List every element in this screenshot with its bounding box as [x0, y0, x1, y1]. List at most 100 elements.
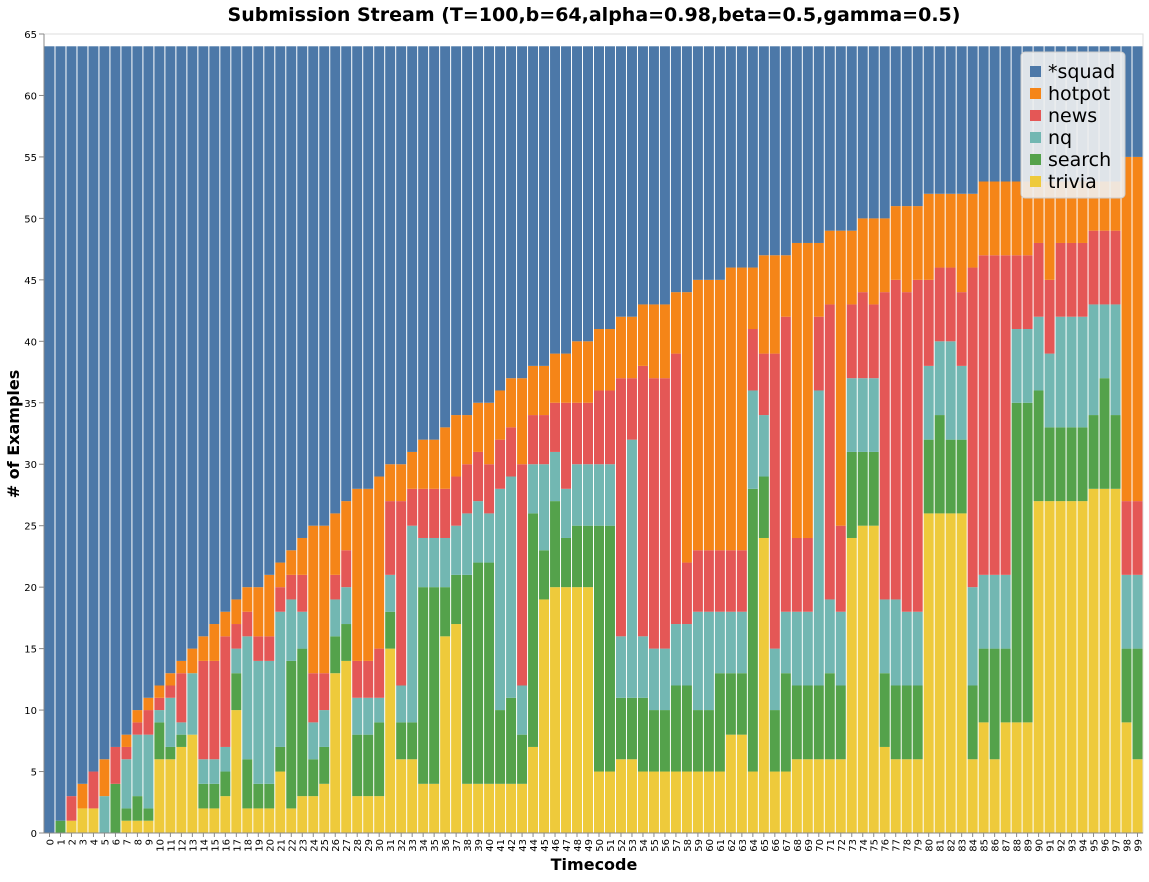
x-tick-label: 64	[749, 839, 760, 852]
bar-segment	[407, 451, 418, 489]
x-tick-label: 56	[661, 839, 672, 852]
x-tick-label: 38	[463, 839, 474, 852]
bar-segment	[176, 660, 187, 674]
bar-segment	[242, 759, 253, 809]
x-tick-label: 12	[177, 839, 188, 852]
bar-segment	[440, 488, 451, 538]
bar-segment	[187, 673, 198, 735]
y-tick-label: 65	[24, 30, 37, 41]
bar-segment	[692, 46, 703, 280]
bar-segment	[341, 587, 352, 625]
x-tick-label: 22	[287, 839, 298, 852]
bar-segment	[615, 759, 626, 833]
bar-segment	[1077, 316, 1088, 428]
bar-segment	[363, 488, 374, 661]
bar-segment	[857, 378, 868, 452]
bar-segment	[429, 46, 440, 440]
bar-segment	[363, 660, 374, 698]
bar-segment	[275, 46, 286, 563]
bar-segment	[429, 488, 440, 538]
bar-segment	[648, 710, 659, 772]
bar-segment	[550, 402, 561, 452]
bar-segment	[857, 525, 868, 833]
bar-segment	[264, 46, 275, 575]
bar-segment	[978, 46, 989, 182]
x-tick-label: 4	[89, 839, 100, 845]
bar-segment	[824, 599, 835, 674]
y-tick-label: 60	[24, 91, 37, 102]
bar-segment	[934, 341, 945, 416]
bar-segment	[330, 636, 341, 674]
bar-segment	[66, 820, 77, 833]
bar-segment	[352, 488, 363, 661]
bar-segment	[165, 746, 176, 760]
bar-segment	[451, 415, 462, 477]
bar-segment	[714, 550, 725, 612]
bar-segment	[1099, 304, 1110, 379]
bar-segment	[879, 46, 890, 219]
bar-segment	[1077, 242, 1088, 317]
bar-segment	[132, 710, 143, 723]
bar-segment	[648, 378, 659, 649]
bar-segment	[967, 46, 978, 194]
bar-segment	[418, 439, 429, 489]
bar-segment	[517, 685, 528, 735]
bar-segment	[725, 267, 736, 551]
bar-segment	[242, 46, 253, 588]
bar-segment	[791, 611, 802, 686]
bar-segment	[824, 230, 835, 305]
bar-segment	[868, 451, 879, 526]
bar-segment	[154, 710, 165, 723]
bar-segment	[703, 550, 714, 612]
bar-segment	[143, 734, 154, 809]
x-tick-label: 16	[221, 839, 232, 852]
bar-segment	[286, 574, 297, 600]
bar-segment	[681, 624, 692, 686]
bar-segment	[539, 46, 550, 366]
bar-segment	[989, 181, 1000, 256]
bar-segment	[978, 648, 989, 723]
bar-segment	[352, 660, 363, 698]
bar-segment	[1044, 427, 1055, 502]
bar-segment	[561, 537, 572, 588]
bar-segment	[418, 488, 429, 538]
bar-segment	[758, 255, 769, 354]
bar-segment	[1099, 230, 1110, 305]
bar-segment	[451, 525, 462, 575]
bar-segment	[484, 46, 495, 403]
bar-segment	[923, 439, 934, 514]
bar-segment	[264, 660, 275, 784]
x-tick-label: 43	[518, 839, 529, 852]
bar-segment	[418, 587, 429, 784]
bar-segment	[550, 501, 561, 588]
bar-segment	[154, 759, 165, 833]
bar-segment	[264, 574, 275, 637]
bar-segment	[572, 587, 583, 833]
bar-segment	[176, 746, 187, 833]
x-tick-label: 26	[331, 839, 342, 852]
bar-segment	[670, 292, 681, 354]
x-tick-label: 48	[573, 839, 584, 852]
bar-segment	[561, 402, 572, 489]
bar-segment	[286, 599, 297, 661]
bar-segment	[473, 562, 484, 784]
bar-segment	[374, 796, 385, 833]
y-tick-label: 40	[24, 337, 37, 348]
bar-segment	[747, 46, 758, 268]
bar-segment	[286, 660, 297, 809]
bar-segment	[264, 783, 275, 809]
bar-segment	[846, 451, 857, 538]
bar-segment	[1110, 415, 1121, 489]
legend-swatch	[1030, 66, 1041, 77]
y-tick-label: 15	[24, 645, 37, 656]
bar-segment	[154, 697, 165, 711]
bar-segment	[231, 648, 242, 674]
bar-segment	[165, 759, 176, 833]
bar-segment	[352, 734, 363, 797]
bar-segment	[1022, 329, 1033, 403]
bar-segment	[1055, 242, 1066, 317]
bar-segment	[626, 759, 637, 833]
x-tick-label: 71	[826, 839, 837, 852]
bar-segment	[923, 193, 934, 280]
